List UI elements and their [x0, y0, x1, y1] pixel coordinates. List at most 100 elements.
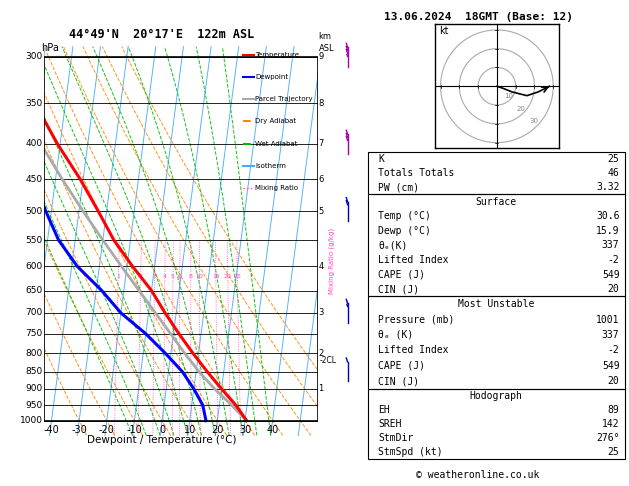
Text: 20: 20 [211, 425, 223, 435]
Text: 2: 2 [319, 349, 324, 358]
Text: 13.06.2024  18GMT (Base: 12): 13.06.2024 18GMT (Base: 12) [384, 12, 572, 22]
Text: 142: 142 [602, 419, 620, 429]
Text: 500: 500 [25, 207, 43, 216]
Text: 450: 450 [26, 175, 43, 184]
Text: -20: -20 [99, 425, 114, 435]
Text: -40: -40 [43, 425, 59, 435]
Text: Dewpoint: Dewpoint [255, 74, 289, 80]
Text: 750: 750 [25, 330, 43, 338]
Text: θₑ (K): θₑ (K) [378, 330, 413, 340]
Text: CAPE (J): CAPE (J) [378, 270, 425, 279]
Text: 30.6: 30.6 [596, 211, 620, 221]
Text: kt: kt [438, 26, 448, 35]
Text: 5: 5 [171, 274, 175, 279]
Text: 10: 10 [196, 274, 203, 279]
Text: 46: 46 [608, 168, 620, 178]
Text: 10: 10 [504, 93, 514, 100]
Text: 850: 850 [25, 367, 43, 376]
Text: km: km [319, 33, 331, 41]
Text: Parcel Trajectory: Parcel Trajectory [255, 96, 313, 102]
Text: -2CL: -2CL [320, 356, 337, 365]
Text: 20: 20 [224, 274, 232, 279]
Text: 1: 1 [319, 384, 324, 393]
Text: 550: 550 [25, 236, 43, 244]
Text: 15: 15 [212, 274, 220, 279]
Text: 8: 8 [189, 274, 192, 279]
Text: 0: 0 [159, 425, 165, 435]
Text: Totals Totals: Totals Totals [378, 168, 455, 178]
Text: 5: 5 [319, 207, 324, 216]
Text: Isotherm: Isotherm [255, 163, 286, 169]
Text: Dewp (°C): Dewp (°C) [378, 226, 431, 236]
Text: 600: 600 [25, 262, 43, 271]
Text: 549: 549 [602, 361, 620, 371]
Text: 20: 20 [608, 376, 620, 386]
Text: Pressure (mb): Pressure (mb) [378, 314, 455, 325]
Text: hPa: hPa [42, 43, 59, 53]
Text: Dewpoint / Temperature (°C): Dewpoint / Temperature (°C) [87, 435, 237, 446]
Text: 1001: 1001 [596, 314, 620, 325]
Text: Dry Adiabat: Dry Adiabat [255, 119, 297, 124]
Text: 3: 3 [319, 309, 324, 317]
Text: 400: 400 [26, 139, 43, 148]
Text: Lifted Index: Lifted Index [378, 255, 448, 265]
Text: 20: 20 [517, 105, 526, 112]
Text: 900: 900 [25, 384, 43, 393]
Text: -30: -30 [71, 425, 87, 435]
Text: Most Unstable: Most Unstable [458, 299, 535, 309]
Text: 276°: 276° [596, 433, 620, 443]
Text: SREH: SREH [378, 419, 402, 429]
Text: Hodograph: Hodograph [470, 391, 523, 401]
Text: PW (cm): PW (cm) [378, 182, 420, 192]
Text: 89: 89 [608, 405, 620, 415]
Text: 950: 950 [25, 401, 43, 410]
Text: 25: 25 [608, 154, 620, 164]
Text: 650: 650 [25, 286, 43, 295]
Text: Wet Adiabat: Wet Adiabat [255, 140, 298, 147]
Text: Temperature: Temperature [255, 52, 299, 58]
Text: 6: 6 [178, 274, 182, 279]
Text: θₑ(K): θₑ(K) [378, 241, 408, 250]
Text: -2: -2 [608, 346, 620, 355]
Text: 20: 20 [608, 284, 620, 294]
Text: StmDir: StmDir [378, 433, 413, 443]
Text: 8: 8 [319, 99, 324, 108]
Text: 15.9: 15.9 [596, 226, 620, 236]
Text: 350: 350 [25, 99, 43, 108]
Text: Mixing Ratio (g/kg): Mixing Ratio (g/kg) [328, 227, 335, 294]
Text: -10: -10 [126, 425, 142, 435]
Text: K: K [378, 154, 384, 164]
Text: Temp (°C): Temp (°C) [378, 211, 431, 221]
Text: CAPE (J): CAPE (J) [378, 361, 425, 371]
Text: ASL: ASL [319, 44, 334, 53]
Text: -2: -2 [608, 255, 620, 265]
Text: EH: EH [378, 405, 390, 415]
Text: 25: 25 [233, 274, 242, 279]
Text: 4: 4 [163, 274, 167, 279]
Text: 7: 7 [319, 139, 324, 148]
Text: 549: 549 [602, 270, 620, 279]
Text: 800: 800 [25, 349, 43, 358]
Text: CIN (J): CIN (J) [378, 376, 420, 386]
Text: Mixing Ratio: Mixing Ratio [255, 185, 299, 191]
Text: 3: 3 [153, 274, 157, 279]
Text: 25: 25 [608, 447, 620, 457]
Text: 10: 10 [184, 425, 196, 435]
Text: 337: 337 [602, 330, 620, 340]
Text: Surface: Surface [476, 197, 517, 207]
Text: © weatheronline.co.uk: © weatheronline.co.uk [416, 470, 540, 480]
Text: 6: 6 [319, 175, 324, 184]
Text: 337: 337 [602, 241, 620, 250]
Text: CIN (J): CIN (J) [378, 284, 420, 294]
Text: 44°49'N  20°17'E  122m ASL: 44°49'N 20°17'E 122m ASL [69, 28, 255, 41]
Text: 1000: 1000 [19, 416, 43, 425]
Text: 3.32: 3.32 [596, 182, 620, 192]
Text: 300: 300 [25, 52, 43, 61]
Text: 30: 30 [529, 118, 538, 124]
Text: 1: 1 [116, 274, 120, 279]
Text: StmSpd (kt): StmSpd (kt) [378, 447, 443, 457]
Text: 4: 4 [319, 262, 324, 271]
Text: 700: 700 [25, 309, 43, 317]
Text: 30: 30 [239, 425, 251, 435]
Text: Lifted Index: Lifted Index [378, 346, 448, 355]
